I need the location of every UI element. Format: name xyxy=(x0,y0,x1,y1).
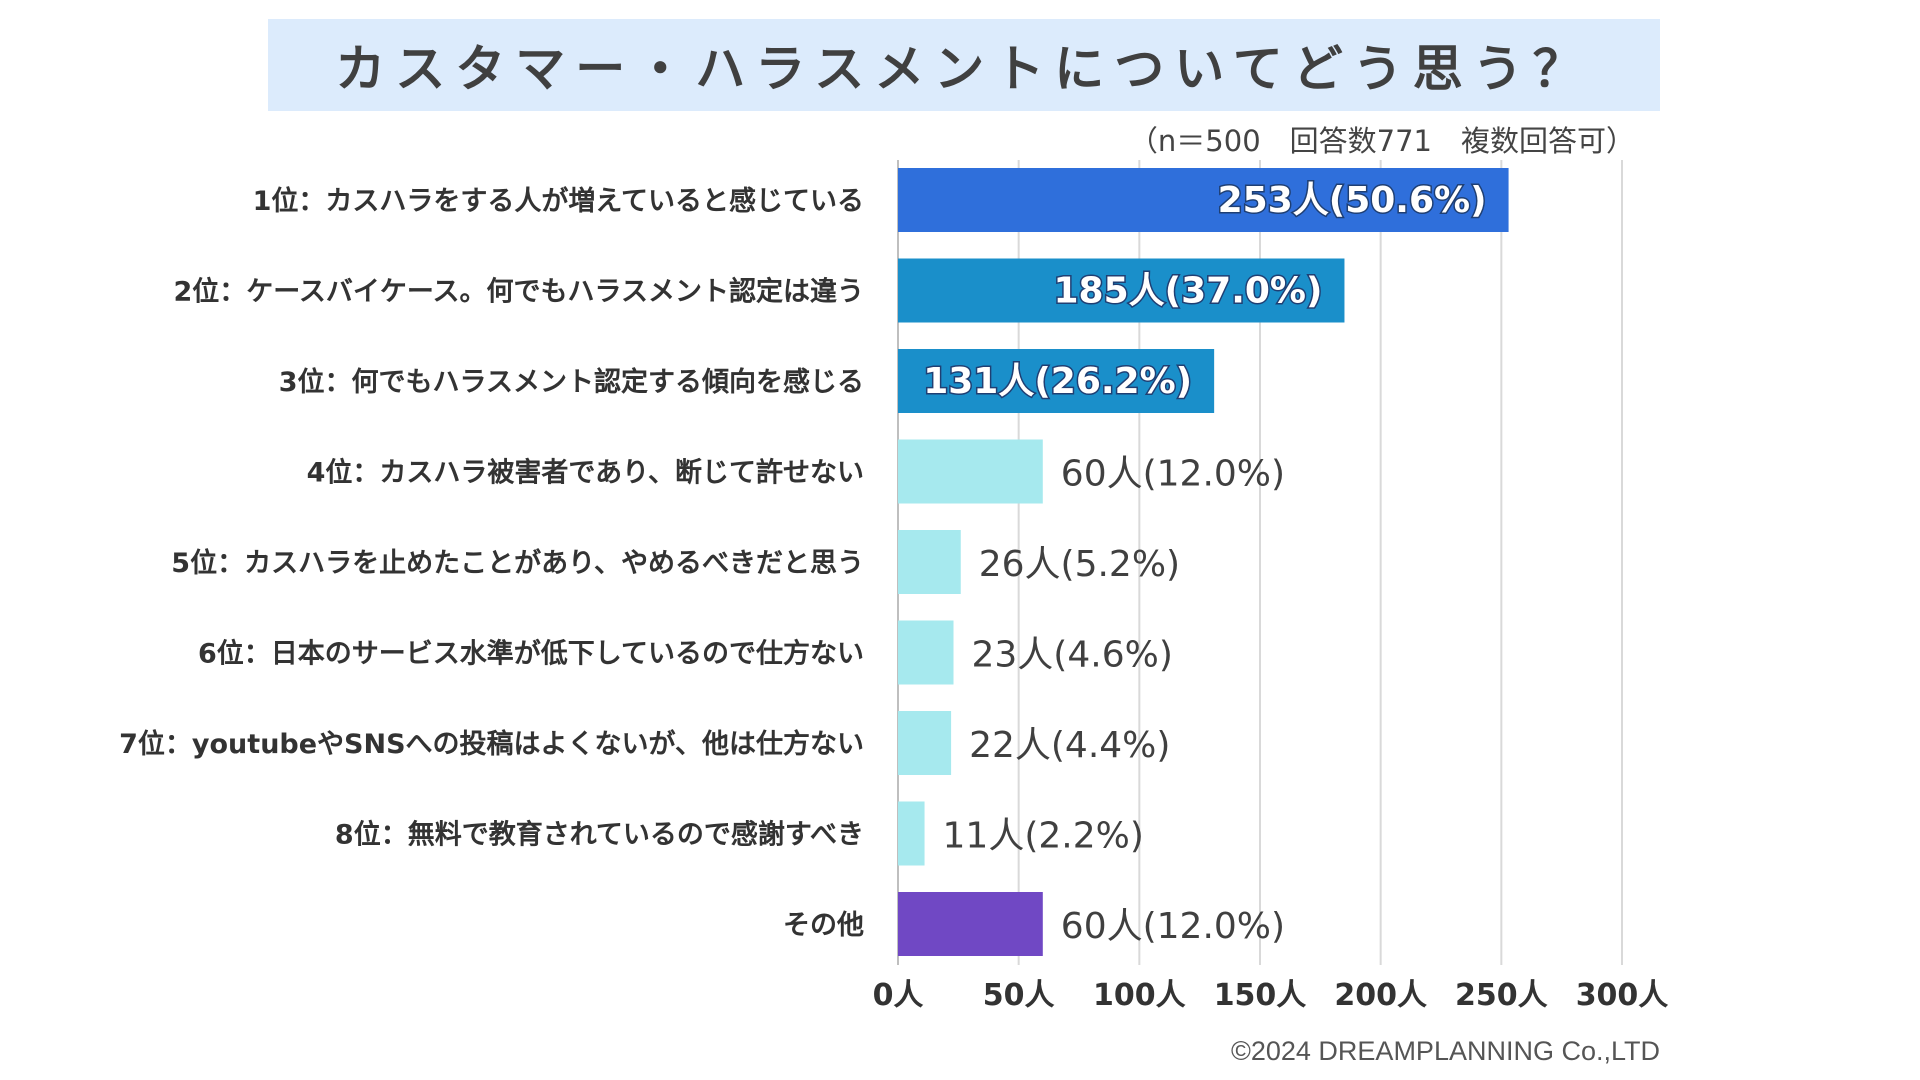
data-label: 60人(12.0%) xyxy=(1061,906,1285,947)
title-banner: カスタマー・ハラスメントについてどう思う？ xyxy=(268,19,1660,111)
data-label: 26人(5.2%) xyxy=(979,544,1180,585)
data-label: 185人(37.0%) xyxy=(1054,271,1323,312)
x-tick-label: 300人 xyxy=(1576,978,1669,1013)
chart-title: カスタマー・ハラスメントについてどう思う？ xyxy=(335,40,1593,98)
data-label: 253人(50.6%) xyxy=(1218,180,1487,221)
x-tick-label: 250人 xyxy=(1455,978,1548,1013)
bar xyxy=(898,530,961,594)
chart-subtitle: （n＝500 回答数771 複数回答可） xyxy=(1128,124,1635,158)
x-tick-label: 200人 xyxy=(1334,978,1427,1013)
data-label: 11人(2.2%) xyxy=(943,816,1144,857)
bar xyxy=(898,258,1345,323)
category-label: 3位：何でもハラスメント認定する傾向を感じる xyxy=(279,366,864,398)
data-label: 22人(4.4%) xyxy=(969,725,1170,766)
category-label: 1位：カスハラをする人が増えていると感じている xyxy=(253,185,864,217)
x-tick-label: 100人 xyxy=(1093,978,1186,1013)
bar xyxy=(898,801,925,866)
x-tick-label: 0人 xyxy=(873,978,924,1013)
category-label: 4位：カスハラ被害者であり、断じて許せない xyxy=(307,457,864,489)
data-label: 60人(12.0%) xyxy=(1061,454,1285,495)
category-label: 7位：youtubeやSNSへの投稿はよくないが、他は仕方ない xyxy=(119,728,864,760)
copyright-text: ©2024 DREAMPLANNING Co.,LTD xyxy=(1230,1036,1660,1066)
category-label: 5位：カスハラを止めたことがあり、やめるべきだと思う xyxy=(171,547,864,579)
category-label: 2位：ケースバイケース。何でもハラスメント認定は違う xyxy=(173,276,864,308)
category-label: その他 xyxy=(783,910,864,941)
bar xyxy=(898,711,952,775)
category-label: 6位：日本のサービス水準が低下しているので仕方ない xyxy=(198,638,864,670)
bar xyxy=(898,349,1215,413)
x-tick-label: 150人 xyxy=(1214,978,1307,1013)
bar xyxy=(898,168,1509,232)
data-label: 23人(4.6%) xyxy=(972,635,1173,676)
bar xyxy=(898,892,1043,956)
category-label: 8位：無料で教育されているので感謝すべき xyxy=(335,819,864,851)
x-tick-label: 50人 xyxy=(983,978,1055,1013)
bar xyxy=(898,620,954,685)
bar xyxy=(898,439,1043,504)
data-label: 131人(26.2%) xyxy=(923,361,1192,402)
